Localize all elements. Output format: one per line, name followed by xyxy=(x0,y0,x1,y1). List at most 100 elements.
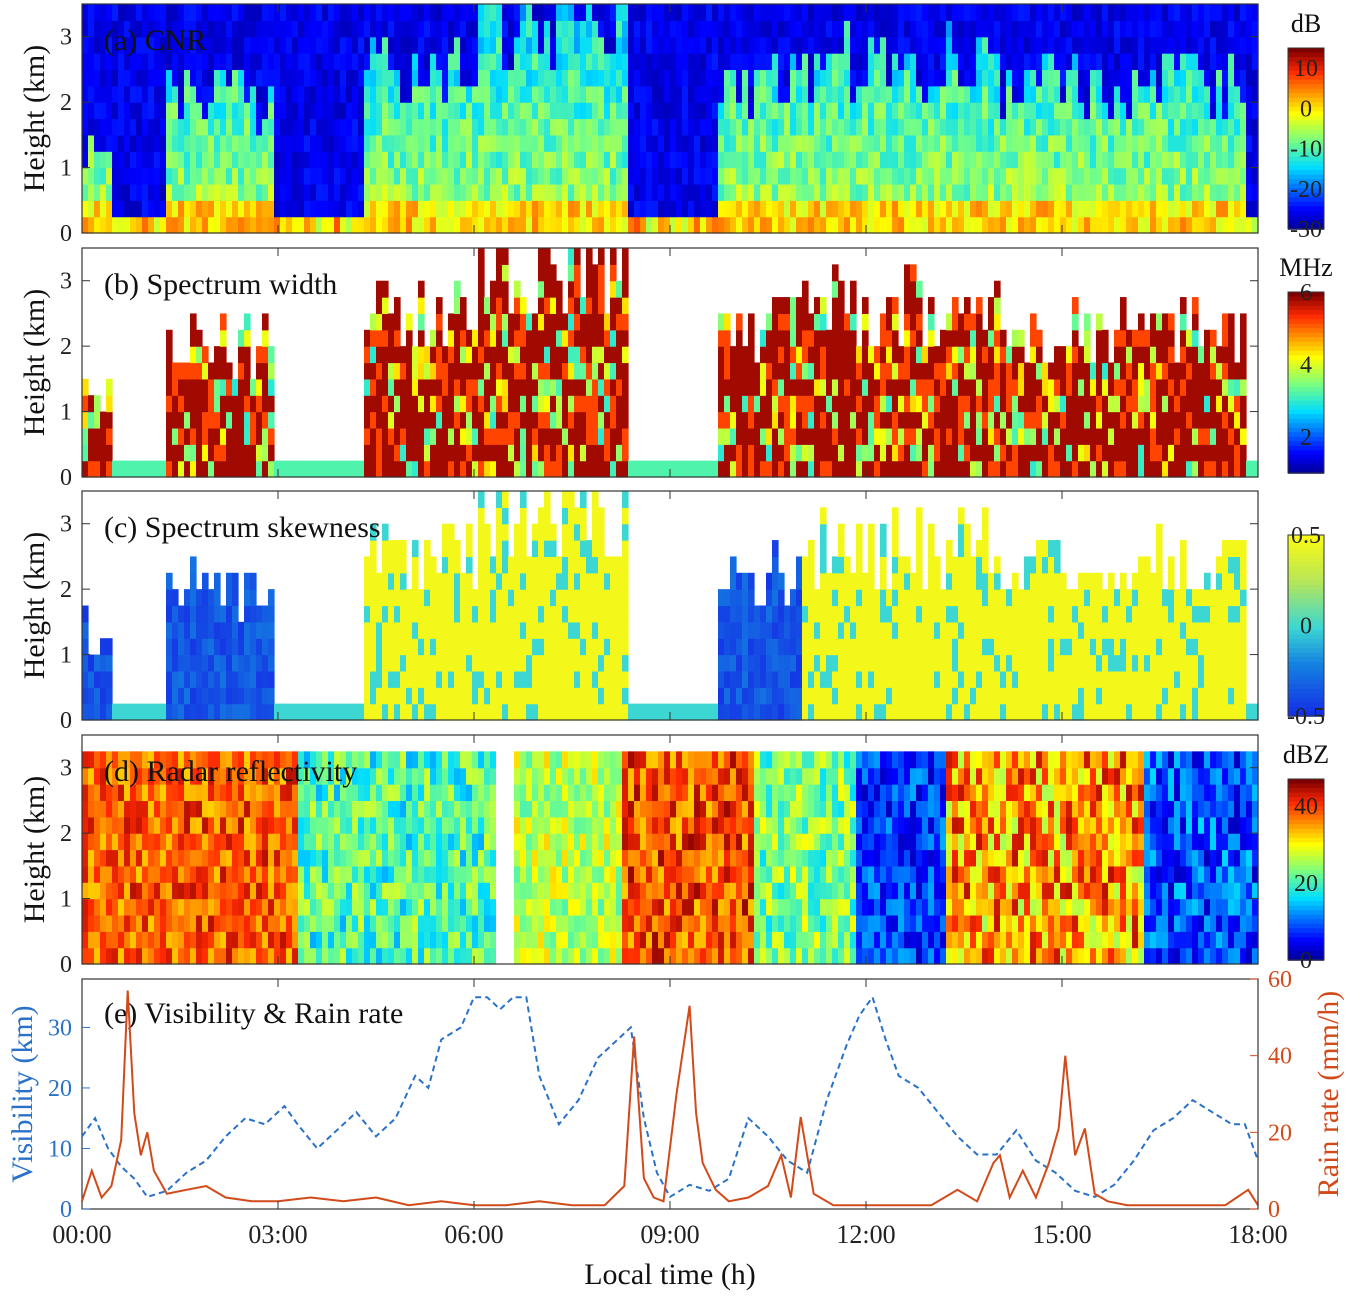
heatmap-cell xyxy=(862,427,869,445)
heatmap-cell xyxy=(826,460,833,478)
heatmap-cell xyxy=(790,460,797,478)
heatmap-cell xyxy=(436,313,443,331)
heatmap-cell xyxy=(436,670,443,688)
heatmap-cell xyxy=(682,118,689,136)
heatmap-cell xyxy=(430,411,437,429)
heatmap-cell xyxy=(970,20,977,38)
heatmap-cell xyxy=(814,216,821,234)
heatmap-cell xyxy=(1126,346,1133,364)
heatmap-cell xyxy=(526,36,533,54)
heatmap-cell xyxy=(688,20,695,38)
heatmap-cell xyxy=(538,460,545,478)
heatmap-cell xyxy=(766,216,773,234)
heatmap-cell xyxy=(448,167,455,185)
heatmap-cell xyxy=(190,85,197,103)
heatmap-cell xyxy=(964,118,971,136)
heatmap-cell xyxy=(1042,362,1049,380)
heatmap-cell xyxy=(736,460,743,478)
heatmap-cell xyxy=(1096,85,1103,103)
colorbar-tick-label: 6 xyxy=(1300,280,1312,306)
heatmap-cell xyxy=(196,69,203,87)
heatmap-cell xyxy=(856,102,863,120)
heatmap-cell xyxy=(220,444,227,462)
heatmap-cell xyxy=(448,444,455,462)
heatmap-cell xyxy=(562,69,569,87)
heatmap-cell xyxy=(1054,411,1061,429)
heatmap-cell xyxy=(832,53,839,71)
heatmap-cell xyxy=(250,589,257,607)
heatmap-cell xyxy=(568,20,575,38)
heatmap-cell xyxy=(832,20,839,38)
heatmap-cell xyxy=(952,69,959,87)
heatmap-cell xyxy=(448,329,455,347)
heatmap-cell xyxy=(556,69,563,87)
heatmap-cell xyxy=(982,444,989,462)
colorbar-swatch xyxy=(1288,436,1324,443)
heatmap-cell xyxy=(1024,85,1031,103)
heatmap-cell xyxy=(544,362,551,380)
heatmap-cell xyxy=(406,20,413,38)
heatmap-cell xyxy=(772,411,779,429)
heatmap-cell xyxy=(556,216,563,234)
heatmap-cell xyxy=(538,507,545,525)
heatmap-cell xyxy=(178,670,185,688)
heatmap-cell xyxy=(790,53,797,71)
heatmap-cell xyxy=(640,102,647,120)
heatmap-cell xyxy=(520,134,527,152)
heatmap-cell xyxy=(202,167,209,185)
colorbar-swatch xyxy=(1288,409,1324,415)
heatmap-cell xyxy=(478,670,485,688)
heatmap-cell xyxy=(874,200,881,218)
heatmap-cell xyxy=(688,134,695,152)
heatmap-cell xyxy=(262,329,269,347)
heatmap-cell xyxy=(988,85,995,103)
heatmap-cell xyxy=(118,200,125,218)
heatmap-cell xyxy=(700,69,707,87)
heatmap-cell xyxy=(136,118,143,136)
heatmap-cell xyxy=(376,411,383,429)
heatmap-cell xyxy=(556,395,563,413)
heatmap-cell xyxy=(940,85,947,103)
heatmap-cell xyxy=(880,460,887,478)
colorbar-swatch xyxy=(1288,346,1324,352)
colorbar-swatch xyxy=(1288,88,1324,95)
heatmap-cell xyxy=(880,216,887,234)
heatmap-cell xyxy=(880,444,887,462)
heatmap-cell xyxy=(232,20,239,38)
heatmap-cell xyxy=(1150,329,1157,347)
heatmap-cell xyxy=(1114,427,1121,445)
heatmap-cell xyxy=(850,200,857,218)
heatmap-cell xyxy=(526,638,533,656)
heatmap-cell xyxy=(226,411,233,429)
heatmap-cell xyxy=(370,460,377,478)
heatmap-cell xyxy=(874,444,881,462)
heatmap-cell xyxy=(622,460,629,478)
heatmap-cell xyxy=(862,118,869,136)
heatmap-cell xyxy=(106,53,113,71)
heatmap-cell xyxy=(214,362,221,380)
heatmap-cell xyxy=(1120,151,1127,169)
heatmap-cell xyxy=(334,4,341,21)
heatmap-cell xyxy=(772,427,779,445)
heatmap-cell xyxy=(952,85,959,103)
heatmap-cell xyxy=(580,200,587,218)
heatmap-cell xyxy=(1174,378,1181,396)
heatmap-cell xyxy=(904,151,911,169)
heatmap-cell xyxy=(388,53,395,71)
heatmap-cell xyxy=(568,297,575,315)
heatmap-cell xyxy=(592,85,599,103)
heatmap-cell xyxy=(610,264,617,282)
heatmap-cell xyxy=(1090,427,1097,445)
heatmap-cell xyxy=(532,523,539,541)
heatmap-cell xyxy=(1168,151,1175,169)
heatmap-cell xyxy=(730,460,737,478)
heatmap-cell xyxy=(652,20,659,38)
heatmap-cell xyxy=(586,411,593,429)
heatmap-cell xyxy=(724,183,731,201)
heatmap-cell xyxy=(1168,183,1175,201)
heatmap-cell xyxy=(808,69,815,87)
heatmap-cell xyxy=(1048,378,1055,396)
heatmap-cell xyxy=(1234,200,1241,218)
heatmap-cell xyxy=(1120,378,1127,396)
heatmap-cell xyxy=(154,53,161,71)
